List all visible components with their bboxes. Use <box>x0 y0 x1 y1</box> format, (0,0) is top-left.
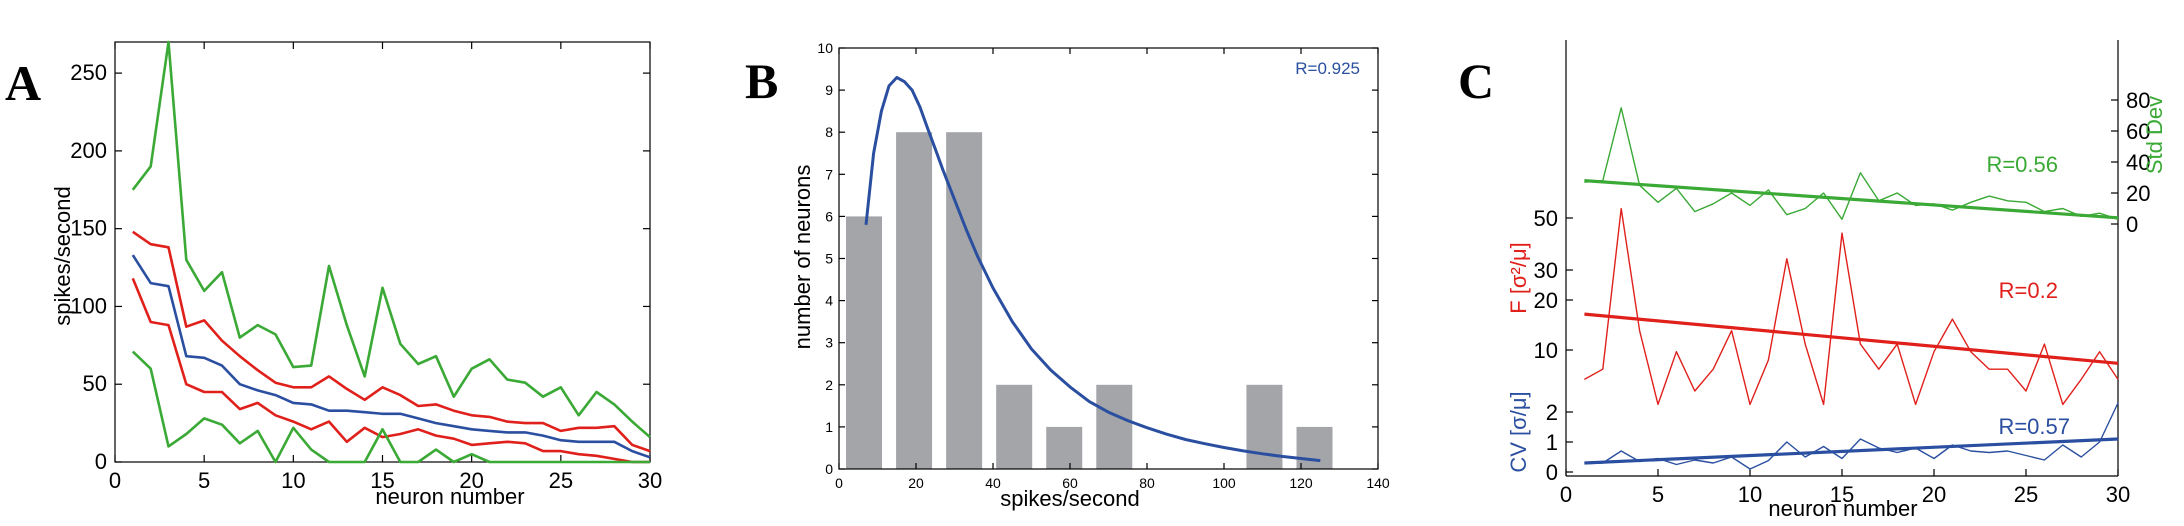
chart-b-xlabel: spikes/second <box>1000 486 1139 511</box>
chart-c-cv-ytick-label: 0 <box>1546 460 1558 485</box>
chart-a-series-line-1 <box>132 230 651 453</box>
chart-c-fano-label: F [σ²/μ] <box>1506 242 1531 313</box>
chart-b-xtick-label: 100 <box>1212 475 1236 491</box>
chart-c-std-label: Std Dev <box>2142 96 2167 174</box>
chart-c-series-line-2 <box>1584 402 2119 470</box>
chart-b-xtick-label: 0 <box>835 475 843 491</box>
chart-a-series-line-3 <box>131 277 650 464</box>
chart-c-xtick-label: 30 <box>2106 482 2130 507</box>
chart-c-std-ytick-label: 40 <box>2126 150 2150 175</box>
chart-a-ytick-label: 100 <box>70 293 107 318</box>
chart-b: 0 20 40 60 80 100 120 140 0 1 2 3 4 5 6 7 8 9 10 <box>817 40 1389 491</box>
chart-a-xtick-label: 15 <box>370 468 394 493</box>
chart-c-xtick-label: 0 <box>1560 482 1572 507</box>
chart-a-ylabel: spikes/second <box>50 186 75 325</box>
chart-c-cv-ytick-label: 1 <box>1546 430 1558 455</box>
chart-c-series-line-0 <box>1584 107 2119 221</box>
chart-b-ytick-label: 2 <box>825 377 833 393</box>
chart-b-bar <box>1296 426 1333 469</box>
chart-a-series-line-0 <box>131 40 651 439</box>
panel-label-b: B <box>745 53 778 109</box>
chart-c-fano-ytick-label: 50 <box>1534 206 1558 231</box>
chart-b-ytick-label: 4 <box>825 293 833 309</box>
chart-b-ytick-label: 6 <box>825 208 833 224</box>
chart-c-fano-annotation: R=0.2 <box>1999 278 2058 303</box>
chart-c-xtick-label: 25 <box>2014 482 2038 507</box>
chart-a-ytick-label: 0 <box>95 449 107 474</box>
chart-b-bar <box>996 384 1033 469</box>
chart-b-xtick-label: 120 <box>1289 475 1313 491</box>
chart-c-cv-ytick-label: 2 <box>1546 400 1558 425</box>
chart-c-cv-annotation: R=0.57 <box>1998 414 2070 439</box>
chart-c-std-ytick-label: 60 <box>2126 119 2150 144</box>
chart-b-xtick-label: 60 <box>1062 475 1078 491</box>
chart-a: 0 5 10 15 20 25 30 0 50 100 150 200 250 <box>70 40 662 493</box>
chart-c-xtick-label: 15 <box>1830 482 1854 507</box>
chart-c-fit-line-1 <box>1584 312 2119 365</box>
chart-c-std-ytick-label: 80 <box>2126 88 2150 113</box>
chart-c-xtick-label: 10 <box>1738 482 1762 507</box>
chart-b-ytick-label: 8 <box>825 124 833 140</box>
chart-b-xtick-label: 140 <box>1366 475 1390 491</box>
chart-b-bar <box>846 216 883 469</box>
chart-b-fit-curve <box>864 76 1321 463</box>
chart-c-std-ytick-label: 0 <box>2126 212 2138 237</box>
chart-c: 0 5 10 15 20 25 30 0 20 40 60 80 10 20 30 50 0 1 2 <box>1534 40 2150 507</box>
chart-a-xtick-label: 20 <box>459 468 483 493</box>
chart-b-bar <box>1096 384 1133 469</box>
chart-a-xtick-label: 25 <box>549 468 573 493</box>
chart-b-xtick-label: 80 <box>1139 475 1155 491</box>
chart-a-ytick-label: 200 <box>70 138 107 163</box>
chart-b-xtick-label: 40 <box>985 475 1001 491</box>
chart-b-bar <box>1046 426 1083 469</box>
panel-label-a: A <box>5 55 41 111</box>
chart-b-xtick-label: 20 <box>908 475 924 491</box>
chart-b-ytick-label: 0 <box>825 461 833 477</box>
panel-label-c: C <box>1458 53 1494 109</box>
chart-c-fit-line-0 <box>1584 179 2119 220</box>
chart-c-std-annotation: R=0.56 <box>1986 152 2058 177</box>
chart-a-xtick-label: 0 <box>109 468 121 493</box>
chart-a-ytick-label: 50 <box>83 371 107 396</box>
chart-c-xlabel: neuron number <box>1768 496 1917 521</box>
chart-a-ytick-label: 250 <box>70 60 107 85</box>
chart-a-xlabel: neuron number <box>375 484 524 509</box>
chart-b-ytick-label: 7 <box>825 166 833 182</box>
chart-a-series-line-4 <box>131 350 650 464</box>
chart-c-xtick-label: 5 <box>1652 482 1664 507</box>
chart-c-fano-ytick-label: 10 <box>1534 338 1558 363</box>
chart-a-xtick-label: 5 <box>198 468 210 493</box>
chart-a-xtick-label: 10 <box>281 468 305 493</box>
chart-c-fano-ytick-label: 20 <box>1534 288 1558 313</box>
chart-b-ytick-label: 5 <box>825 251 833 267</box>
chart-c-series-line-1 <box>1584 207 2119 406</box>
chart-b-ytick-label: 9 <box>825 82 833 98</box>
chart-b-ytick-label: 1 <box>825 419 833 435</box>
chart-c-std-ytick-label: 20 <box>2126 181 2150 206</box>
chart-a-xtick-label: 30 <box>638 468 662 493</box>
chart-b-bar <box>896 132 933 469</box>
chart-b-fit-annotation: R=0.925 <box>1295 59 1360 78</box>
chart-a-ytick-label: 150 <box>70 216 107 241</box>
chart-c-fit-line-2 <box>1584 437 2119 465</box>
chart-c-cv-label: CV [σ/μ] <box>1506 391 1531 472</box>
chart-b-ytick-label: 10 <box>817 40 833 56</box>
chart-a-series-line-2 <box>131 254 651 459</box>
chart-c-fano-ytick-label: 30 <box>1534 258 1558 283</box>
chart-b-ylabel: number of neurons <box>790 165 815 350</box>
chart-b-bar <box>946 132 983 469</box>
chart-b-ytick-label: 3 <box>825 335 833 351</box>
chart-c-xtick-label: 20 <box>1922 482 1946 507</box>
